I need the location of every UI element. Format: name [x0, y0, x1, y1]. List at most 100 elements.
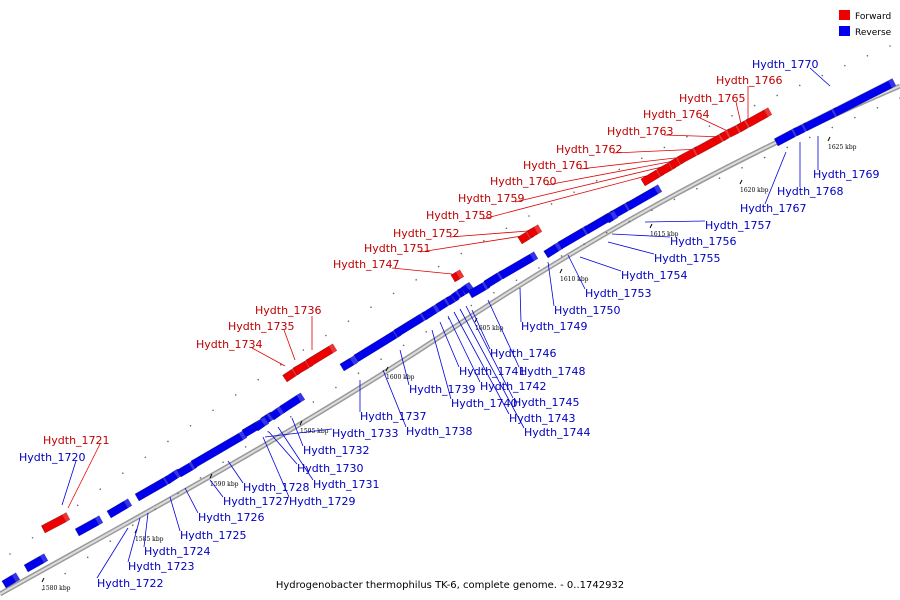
scale-tick	[739, 179, 743, 185]
gene-label[interactable]: Hydth_1740	[451, 397, 518, 410]
guide-dot	[550, 203, 553, 205]
gene-hydth-1769[interactable]	[803, 107, 840, 132]
gene-label[interactable]: Hydth_1745	[513, 396, 580, 409]
guide-dot	[31, 536, 34, 539]
gene-label[interactable]: Hydth_1765	[679, 92, 746, 105]
gene-label[interactable]: Hydth_1724	[144, 545, 211, 558]
guide-dot	[41, 588, 44, 591]
gene-label[interactable]: Hydth_1768	[777, 185, 844, 198]
gene-hydth-1724[interactable]	[106, 498, 133, 519]
guide-dot	[212, 409, 214, 412]
gene-hydth-1757[interactable]	[604, 210, 619, 224]
gene-label[interactable]: Hydth_1742	[480, 380, 547, 393]
gene-label[interactable]: Hydth_1757	[705, 219, 772, 232]
gene-hydth-1748[interactable]	[483, 270, 506, 289]
gene-hydth-1728[interactable]	[190, 430, 248, 469]
gene-label[interactable]: Hydth_1746	[490, 347, 557, 360]
gene-label[interactable]: Hydth_1756	[670, 235, 737, 248]
leader-line	[61, 460, 77, 506]
gene-hydth-1738[interactable]	[353, 328, 402, 363]
gene-hydth-1736[interactable]	[305, 343, 338, 368]
gene-hydth-1747[interactable]	[450, 269, 465, 283]
gene-hydth-1733[interactable]	[253, 416, 270, 432]
gene-hydth-1750[interactable]	[543, 241, 564, 259]
guide-dot	[696, 187, 698, 190]
gene-hydth-1756[interactable]	[625, 184, 663, 211]
gene-label[interactable]: Hydth_1736	[255, 304, 322, 317]
gene-label[interactable]: Hydth_1761	[523, 159, 590, 172]
gene-hydth-1746[interactable]	[467, 280, 491, 299]
gene-hydth-1770[interactable]	[833, 78, 897, 117]
gene-hydth-1731[interactable]	[269, 405, 286, 421]
leader-line	[127, 517, 141, 563]
gene-label[interactable]: Hydth_1739	[409, 383, 476, 396]
gene-label[interactable]: Hydth_1741	[459, 365, 526, 378]
gene-label[interactable]: Hydth_1727	[223, 495, 290, 508]
gene-label[interactable]: Hydth_1762	[556, 143, 623, 156]
gene-label[interactable]: Hydth_1769	[813, 168, 880, 181]
gene-label[interactable]: Hydth_1722	[97, 577, 164, 590]
gene-hydth-1737[interactable]	[339, 355, 359, 372]
gene-hydth-1749[interactable]	[498, 251, 539, 280]
leader-line	[482, 175, 647, 220]
gene-label[interactable]: Hydth_1744	[524, 426, 591, 439]
gene-label[interactable]: Hydth_1729	[289, 495, 356, 508]
gene-label[interactable]: Hydth_1754	[621, 269, 688, 282]
guide-dot	[470, 304, 473, 307]
gene-label[interactable]: Hydth_1735	[228, 320, 295, 333]
gene-label[interactable]: Hydth_1731	[313, 478, 380, 491]
gene-label[interactable]: Hydth_1749	[521, 320, 588, 333]
gene-end-face	[260, 416, 270, 427]
gene-hydth-1723[interactable]	[74, 515, 104, 537]
gene-label[interactable]: Hydth_1738	[406, 425, 473, 438]
gene-label[interactable]: Hydth_1733	[332, 427, 399, 440]
gene-hydth-1720[interactable]	[1, 572, 21, 589]
gene-hydth-1752[interactable]	[526, 224, 543, 239]
gene-label[interactable]: Hydth_1767	[740, 202, 807, 215]
gene-label[interactable]: Hydth_1726	[198, 511, 265, 524]
gene-hydth-1764[interactable]	[727, 123, 744, 138]
genome-title: Hydrogenobacter thermophilus TK-6, compl…	[276, 580, 624, 591]
gene-label[interactable]: Hydth_1720	[19, 451, 86, 464]
gene-hydth-1754[interactable]	[583, 210, 617, 235]
gene-label[interactable]: Hydth_1737	[360, 410, 427, 423]
gene-label[interactable]: Hydth_1759	[458, 192, 525, 205]
gene-hydth-1722[interactable]	[23, 553, 49, 573]
gene-label[interactable]: Hydth_1728	[243, 481, 310, 494]
gene-label[interactable]: Hydth_1723	[128, 560, 195, 573]
guide-dot	[731, 115, 733, 117]
guide-dot	[132, 524, 134, 526]
gene-label[interactable]: Hydth_1758	[426, 209, 493, 222]
gene-label[interactable]: Hydth_1743	[509, 412, 576, 425]
gene-label[interactable]: Hydth_1730	[297, 462, 364, 475]
gene-label[interactable]: Hydth_1732	[303, 444, 370, 457]
gene-label[interactable]: Hydth_1763	[607, 125, 674, 138]
gene-label[interactable]: Hydth_1764	[643, 108, 710, 121]
gene-hydth-1726[interactable]	[164, 468, 183, 485]
leader-line	[143, 512, 149, 548]
gene-label[interactable]: Hydth_1770	[752, 58, 819, 71]
gene-hydth-1732[interactable]	[279, 392, 306, 414]
legend-reverse-label: Reverse	[855, 28, 892, 38]
gene-label[interactable]: Hydth_1752	[393, 227, 460, 240]
gene-label[interactable]: Hydth_1753	[585, 287, 652, 300]
gene-label[interactable]: Hydth_1760	[490, 175, 557, 188]
gene-label[interactable]: Hydth_1734	[196, 338, 263, 351]
gene-label[interactable]: Hydth_1725	[180, 529, 247, 542]
genome-backbone	[0, 83, 900, 597]
gene-label[interactable]: Hydth_1748	[519, 365, 586, 378]
guide-dot	[437, 265, 440, 268]
gene-label[interactable]: Hydth_1721	[43, 434, 110, 447]
gene-hydth-1725[interactable]	[134, 475, 172, 502]
guide-dot	[64, 572, 66, 575]
gene-hydth-1721[interactable]	[40, 512, 71, 534]
gene-label[interactable]: Hydth_1747	[333, 258, 400, 271]
gene-label[interactable]: Hydth_1750	[554, 304, 621, 317]
gene-label[interactable]: Hydth_1755	[654, 252, 721, 265]
gene-hydth-1739[interactable]	[393, 311, 429, 338]
gene-hydth-1766[interactable]	[745, 107, 773, 128]
gene-label[interactable]: Hydth_1766	[716, 74, 783, 87]
guide-dot	[483, 239, 485, 242]
gene-label[interactable]: Hydth_1751	[364, 242, 431, 255]
